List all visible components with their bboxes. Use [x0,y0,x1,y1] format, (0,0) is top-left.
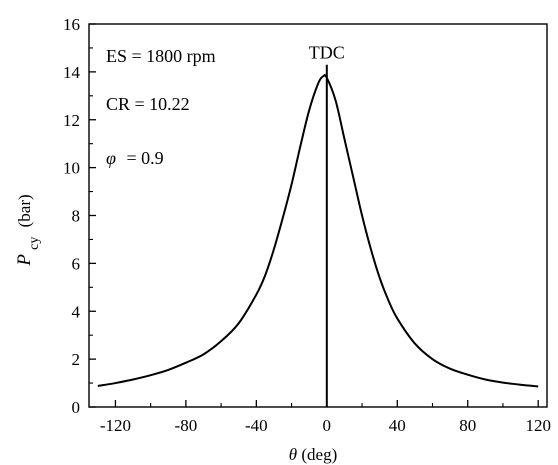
x-tick-label: -80 [175,416,198,435]
y-tick-labels: 0 2 4 6 8 10 12 14 16 [63,15,81,417]
compression-ratio-annotation: CR = 10.22 [106,94,190,114]
tdc-label: TDC [309,43,345,63]
x-tick-label: -120 [100,416,131,435]
y-tick-label: 14 [63,63,81,82]
engine-speed-annotation: ES = 1800 rpm [106,46,216,66]
phi-symbol: φ [106,148,116,168]
pressure-curve [97,74,539,388]
x-tick-labels: -120 -80 -40 0 40 80 120 [100,416,551,435]
x-tick-label: 40 [389,416,406,435]
phi-value: = 0.9 [126,148,163,168]
x-axis-symbol: θ [289,445,297,464]
y-axis-symbol: P [14,254,35,267]
x-tick-label: -40 [245,416,268,435]
y-tick-label: 8 [72,207,81,226]
x-tick-label: 0 [323,416,332,435]
y-tick-label: 2 [72,350,81,369]
x-tick-label: 120 [525,416,551,435]
y-axis-unit: (bar) [15,194,34,227]
equivalence-ratio-annotation: φ = 0.9 [106,148,164,168]
x-axis-unit: (deg) [301,445,337,464]
y-tick-label: 6 [72,254,81,273]
y-axis-subscript: cy [27,237,42,250]
x-tick-label: 80 [459,416,476,435]
y-axis-label: P cy (bar) [14,194,42,266]
y-tick-label: 0 [72,398,81,417]
y-tick-label: 10 [63,159,80,178]
y-tick-label: 4 [72,302,81,321]
y-tick-label: 16 [63,15,80,34]
axis-ticks [89,23,539,408]
y-tick-label: 12 [63,111,80,130]
x-axis-label: θ (deg) [289,445,337,464]
